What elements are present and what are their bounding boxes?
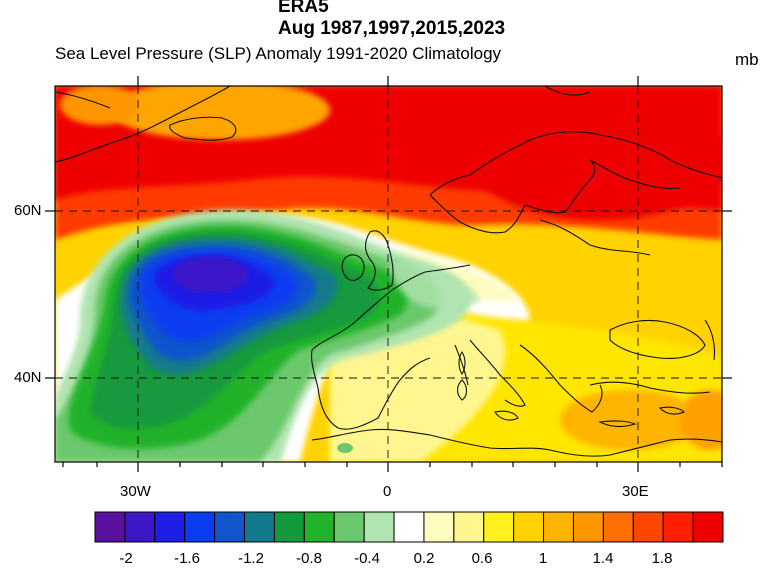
- colorbar-swatch: [632, 511, 664, 543]
- colorbar-swatch: [602, 511, 634, 543]
- colorbar-tick-label: 1: [538, 550, 548, 567]
- lat-label-60n: 60N: [14, 202, 42, 219]
- lon-label-30e: 30E: [622, 483, 649, 500]
- colorbar-tick-label: 0.6: [471, 550, 493, 567]
- anomaly-high-scandinavia: [470, 100, 722, 220]
- colorbar-tick-label: -2: [119, 550, 133, 567]
- colorbar-swatch: [303, 511, 335, 543]
- colorbar-swatch: [333, 511, 365, 543]
- colorbar-swatch: [244, 511, 275, 543]
- colorbar-tick-label: 0.2: [413, 550, 435, 567]
- subtitle: Sea Level Pressure (SLP) Anomaly 1991-20…: [55, 44, 502, 63]
- colorbar-swatch: [543, 511, 574, 543]
- colorbar-swatch: [363, 511, 395, 543]
- colorbar-swatch: [393, 511, 425, 543]
- dataset-title: ERA5: [278, 0, 329, 17]
- colorbar-tick-label: 1.8: [651, 550, 673, 567]
- colorbar-swatch: [483, 511, 515, 543]
- colorbar-swatch: [692, 511, 724, 543]
- colorbar-swatch: [184, 511, 216, 543]
- colorbar-tick-label: -0.4: [354, 550, 380, 567]
- axis-ticks: [45, 76, 732, 472]
- graticule: [55, 86, 722, 462]
- lon-label-30w: 30W: [120, 483, 151, 500]
- units-label: mb: [735, 50, 759, 69]
- colorbar-swatch: [572, 511, 604, 543]
- colorbar-swatch: [453, 511, 485, 543]
- colorbar-tick-label: -0.8: [296, 550, 322, 567]
- colorbar: [94, 511, 724, 543]
- colorbar-swatch: [124, 511, 156, 543]
- colorbar-swatch: [662, 511, 694, 543]
- colorbar-swatch: [154, 511, 186, 543]
- colorbar-swatch: [94, 511, 126, 543]
- colorbar-tick-label: 1.4: [592, 550, 614, 567]
- anomaly-field: [55, 86, 722, 462]
- period-title: Aug 1987,1997,2015,2023: [278, 18, 506, 39]
- colorbar-tick-label: -1.6: [174, 550, 200, 567]
- lat-label-40n: 40N: [14, 369, 42, 386]
- lon-label-0: 0: [383, 483, 392, 500]
- coastlines: [55, 86, 722, 457]
- colorbar-tick-label: -1.2: [238, 550, 264, 567]
- colorbar-swatch: [214, 511, 246, 543]
- colorbar-swatch: [423, 511, 455, 543]
- colorbar-swatch: [273, 511, 305, 543]
- colorbar-swatch: [513, 511, 545, 543]
